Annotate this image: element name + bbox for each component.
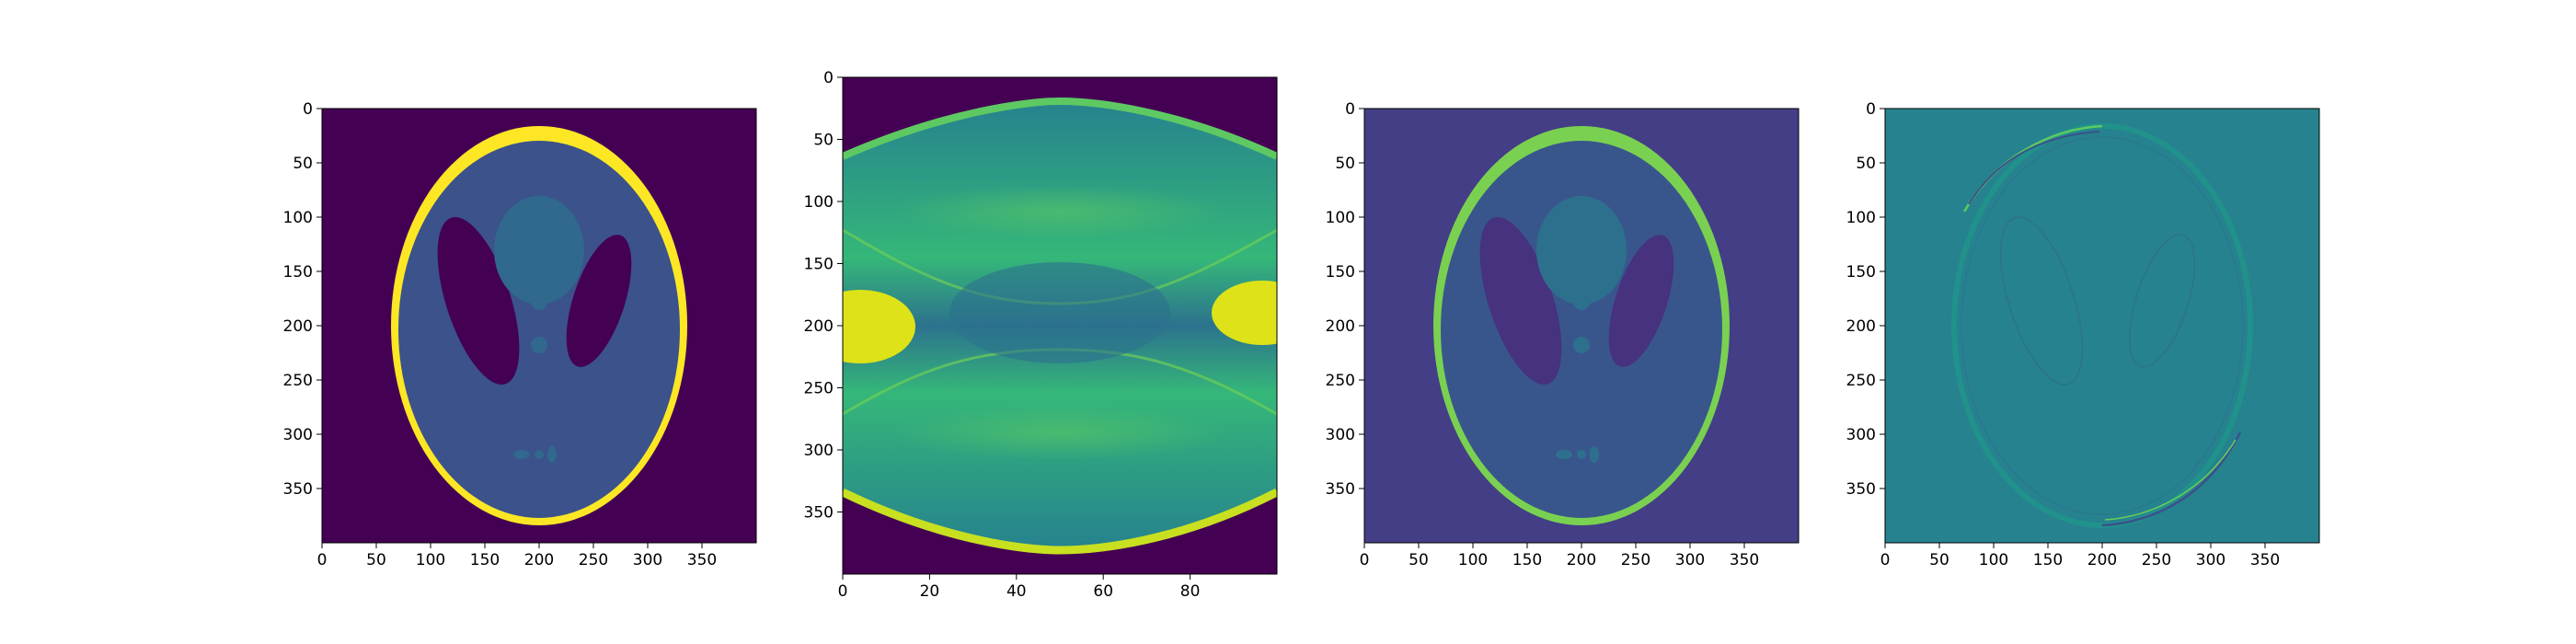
x-tick-label: 50 <box>366 551 386 569</box>
x-tick-label: 50 <box>1409 551 1429 569</box>
panel-sinogram: 0 20 40 60 80 0 50 100 150 200 250 300 350 <box>804 69 1278 601</box>
y-tick-label: 250 <box>1326 372 1355 390</box>
y-tick-label: 250 <box>804 380 834 398</box>
y-tick-label: 200 <box>1326 317 1355 336</box>
y-tick-label: 200 <box>1846 317 1876 336</box>
y-tick-label: 100 <box>283 209 313 227</box>
y-tick-label: 100 <box>1846 209 1876 227</box>
panel-error: 0 50 100 150 200 250 300 350 0 50 100 150 200 250 300 3… <box>1846 100 2320 569</box>
y-tick-label: 250 <box>283 372 313 390</box>
x-tick-label: 200 <box>2087 551 2117 569</box>
y-tick-label: 300 <box>1846 426 1876 444</box>
x-tick-label: 0 <box>838 582 848 601</box>
y-tick-label: 300 <box>1326 426 1355 444</box>
y-tick-label: 350 <box>283 480 313 499</box>
y-tick-label: 150 <box>1846 263 1876 282</box>
x-tick-label: 150 <box>2033 551 2063 569</box>
x-tick-label: 50 <box>1929 551 1949 569</box>
y-tick-label: 50 <box>1335 155 1355 173</box>
error-axes: 0 50 100 150 200 250 300 350 0 50 100 150 200 250 300 3… <box>1846 100 2281 569</box>
y-tick-label: 0 <box>303 100 313 119</box>
y-tick-label: 100 <box>1326 209 1355 227</box>
sinogram-image <box>843 77 1277 574</box>
x-tick-label: 0 <box>1360 551 1370 569</box>
y-tick-label: 200 <box>804 317 834 336</box>
x-tick-label: 100 <box>416 551 445 569</box>
x-tick-label: 250 <box>1621 551 1650 569</box>
reconstruction-axes: 0 50 100 150 200 250 300 350 0 50 100 150 200 250 300 3… <box>1326 100 1760 569</box>
y-tick-label: 300 <box>804 442 834 460</box>
phantom-axes: 0 50 100 150 200 250 300 350 0 50 100 150 200 250 300 3… <box>283 100 718 569</box>
x-tick-label: 250 <box>579 551 608 569</box>
x-tick-label: 200 <box>1567 551 1596 569</box>
x-tick-label: 300 <box>1675 551 1705 569</box>
x-tick-label: 250 <box>2142 551 2171 569</box>
y-tick-label: 350 <box>1846 480 1876 499</box>
y-tick-label: 350 <box>1326 480 1355 499</box>
phantom-image <box>322 109 756 543</box>
y-tick-label: 0 <box>1866 100 1876 119</box>
panel-reconstruction: 0 50 100 150 200 250 300 350 0 50 100 150 200 250 300 3… <box>1326 100 1800 569</box>
x-tick-label: 150 <box>470 551 500 569</box>
reconstruction-image <box>1364 109 1799 543</box>
x-tick-label: 60 <box>1093 582 1113 601</box>
y-tick-label: 350 <box>804 504 834 523</box>
x-tick-label: 350 <box>2250 551 2280 569</box>
y-tick-label: 0 <box>823 69 834 87</box>
y-tick-label: 50 <box>293 155 313 173</box>
error-image <box>1885 109 2319 543</box>
y-tick-label: 300 <box>283 426 313 444</box>
x-tick-label: 100 <box>1979 551 2008 569</box>
x-tick-label: 40 <box>1006 582 1027 601</box>
x-tick-label: 80 <box>1180 582 1201 601</box>
y-tick-label: 250 <box>1846 372 1876 390</box>
x-tick-label: 350 <box>1730 551 1759 569</box>
x-tick-label: 150 <box>1512 551 1542 569</box>
x-tick-label: 300 <box>2196 551 2225 569</box>
y-tick-label: 0 <box>1345 100 1355 119</box>
x-tick-label: 0 <box>1880 551 1891 569</box>
x-tick-label: 350 <box>687 551 717 569</box>
y-tick-label: 50 <box>1856 155 1876 173</box>
y-tick-label: 50 <box>813 132 834 150</box>
x-tick-label: 200 <box>524 551 554 569</box>
y-tick-label: 150 <box>804 256 834 274</box>
x-tick-label: 100 <box>1458 551 1488 569</box>
x-tick-label: 20 <box>920 582 940 601</box>
y-tick-label: 150 <box>283 263 313 282</box>
y-tick-label: 150 <box>1326 263 1355 282</box>
x-tick-label: 300 <box>633 551 662 569</box>
sinogram-axes: 0 20 40 60 80 0 50 100 150 200 250 300 350 <box>804 69 1201 601</box>
y-tick-label: 100 <box>804 193 834 212</box>
y-tick-label: 200 <box>283 317 313 336</box>
x-tick-label: 0 <box>317 551 328 569</box>
panel-phantom: 0 50 100 150 200 250 300 350 0 50 100 150 200 250 300 3… <box>283 100 757 569</box>
